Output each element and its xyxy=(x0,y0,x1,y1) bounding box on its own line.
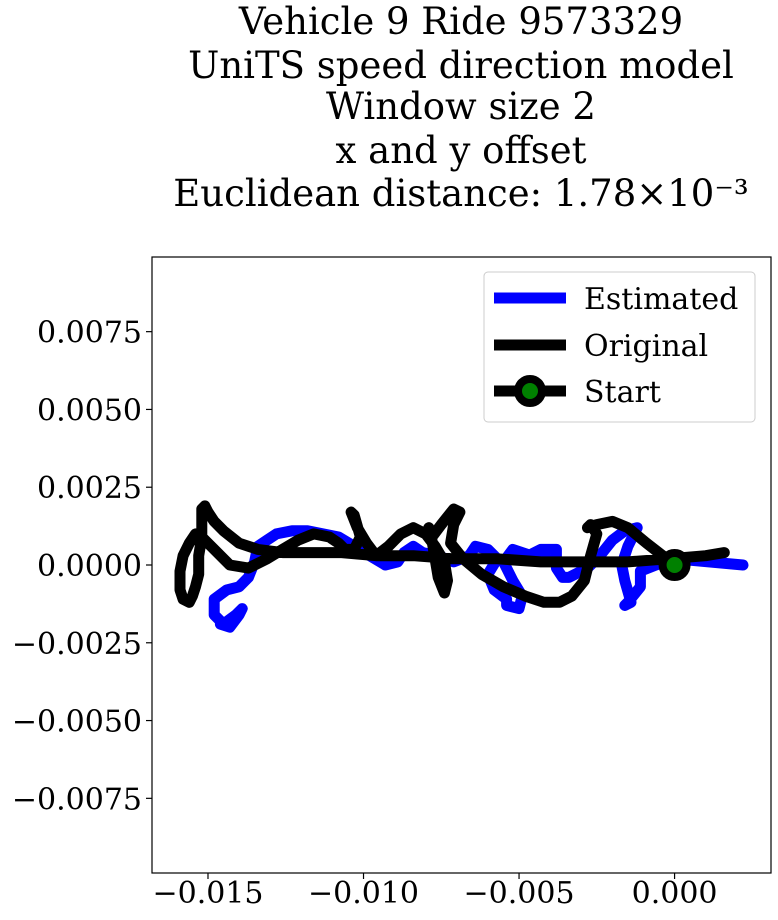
legend-marker xyxy=(514,375,546,407)
legend-label: Original xyxy=(584,329,708,364)
legend-label: Estimated xyxy=(584,282,738,317)
title-line: Window size 2 xyxy=(326,85,596,128)
y-tick-label: −0.0050 xyxy=(12,705,142,740)
x-tick-label: 0.000 xyxy=(632,876,718,911)
legend: Estimated Original Start xyxy=(483,271,756,423)
title-line: UniTS speed direction model xyxy=(188,44,734,87)
title-line: Euclidean distance: 1.78×10⁻³ xyxy=(173,172,748,215)
x-tick-label: −0.005 xyxy=(464,876,575,911)
legend-box xyxy=(483,271,756,423)
x-tick-label: −0.015 xyxy=(152,876,263,911)
title-line: x and y offset xyxy=(336,129,587,172)
y-tick-label: 0.0000 xyxy=(37,549,142,584)
legend-label: Start xyxy=(584,375,661,410)
y-tick-label: 0.0050 xyxy=(37,393,142,428)
y-tick-label: −0.0025 xyxy=(12,627,142,662)
title-line: Vehicle 9 Ride 9573329 xyxy=(238,0,683,43)
y-tick-label: 0.0025 xyxy=(37,471,142,506)
x-tick-label: −0.010 xyxy=(308,876,419,911)
series-line-original xyxy=(174,500,730,608)
start-marker xyxy=(658,549,691,581)
y-tick-label: −0.0075 xyxy=(12,782,142,817)
axis-ticks: −0.015 −0.010 −0.005 0.000 0.0075 0.0050 0.002… xyxy=(12,316,718,911)
y-tick-label: 0.0075 xyxy=(37,316,142,351)
